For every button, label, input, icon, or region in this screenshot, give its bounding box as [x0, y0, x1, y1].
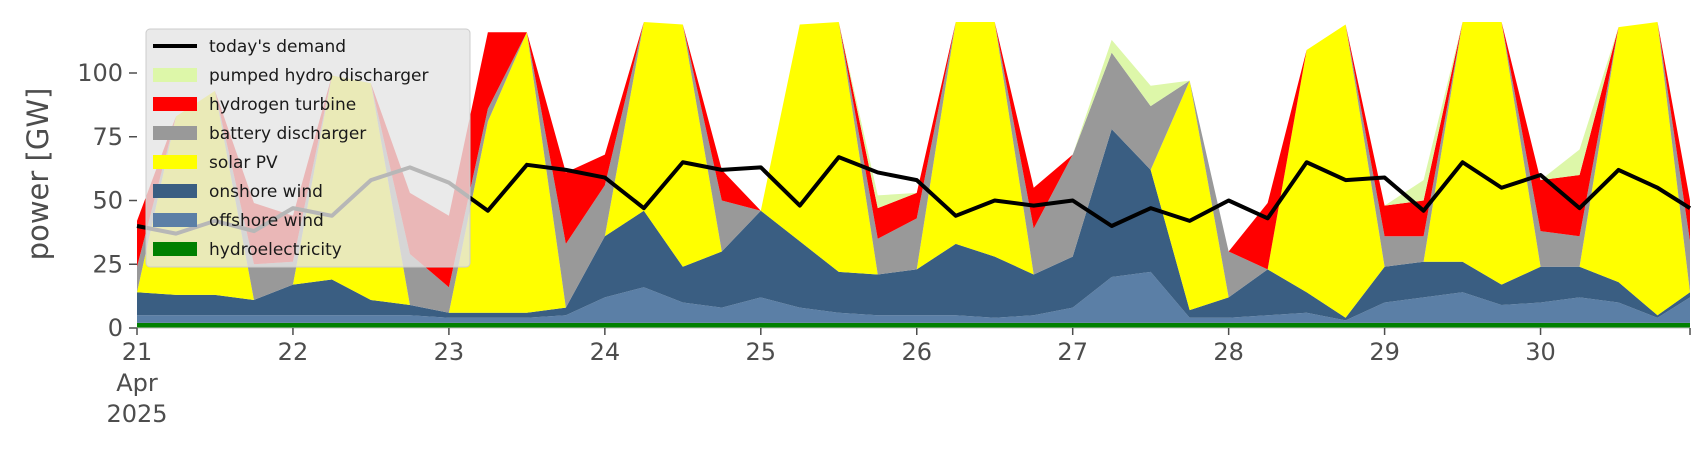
y-tick-label: 50: [92, 187, 123, 215]
y-tick-label: 75: [92, 123, 123, 151]
legend: today's demand pumped hydro discharger hyd…: [145, 28, 471, 268]
legend-swatch-offshore-wind: [153, 213, 197, 227]
legend-label-hydrogen-turbine: hydrogen turbine: [209, 95, 356, 115]
area-onshore-wind: [137, 129, 1690, 321]
x-tick-label: 28: [1213, 338, 1244, 366]
legend-swatch-solar-pv: [153, 155, 197, 169]
legend-swatch-battery-discharger: [153, 126, 197, 140]
x-tick-label: 25: [746, 338, 777, 366]
legend-swatch-hydrogen-turbine: [153, 97, 197, 111]
x-tick-label: 21: [122, 338, 153, 366]
area-offshore-wind: [137, 271, 1690, 323]
legend-label-solar-pv: solar PV: [209, 153, 278, 173]
legend-label-battery-discharger: battery discharger: [209, 124, 366, 144]
x-tick-label: 30: [1525, 338, 1556, 366]
y-tick-label: 0: [108, 314, 123, 342]
area-hydroelectricity: [137, 322, 1690, 328]
area-battery-discharger: [137, 22, 1690, 313]
x-tick-label: 26: [901, 338, 932, 366]
area-solar-pv: [137, 22, 1690, 318]
x-tick-month: Apr: [116, 369, 158, 397]
x-tick-label: 24: [590, 338, 621, 366]
legend-label-today-s-demand: today's demand: [209, 37, 346, 57]
legend-label-onshore-wind: onshore wind: [209, 182, 323, 202]
legend-label-offshore-wind: offshore wind: [209, 211, 324, 231]
y-tick-label: 25: [92, 250, 123, 278]
x-tick-label: 29: [1369, 338, 1400, 366]
legend-swatch-pumped-hydro-discharger: [153, 68, 197, 82]
legend-box: [145, 28, 471, 268]
y-tick-label: 100: [77, 59, 123, 87]
x-tick-label: 23: [434, 338, 465, 366]
legend-swatch-hydroelectricity: [153, 242, 197, 256]
legend-label-hydroelectricity: hydroelectricity: [209, 240, 342, 260]
x-tick-label: 22: [278, 338, 309, 366]
legend-swatch-onshore-wind: [153, 184, 197, 198]
y-axis-label: power [GW]: [21, 88, 55, 261]
x-tick-year: 2025: [106, 400, 167, 428]
x-tick-label: 27: [1057, 338, 1088, 366]
y-ticks: 0 25 50 75 100: [77, 59, 137, 342]
x-ticks: 21 Apr 2025 22 23 24 25 26 27 28 29 30: [106, 328, 1691, 428]
legend-label-pumped-hydro-discharger: pumped hydro discharger: [209, 66, 428, 86]
